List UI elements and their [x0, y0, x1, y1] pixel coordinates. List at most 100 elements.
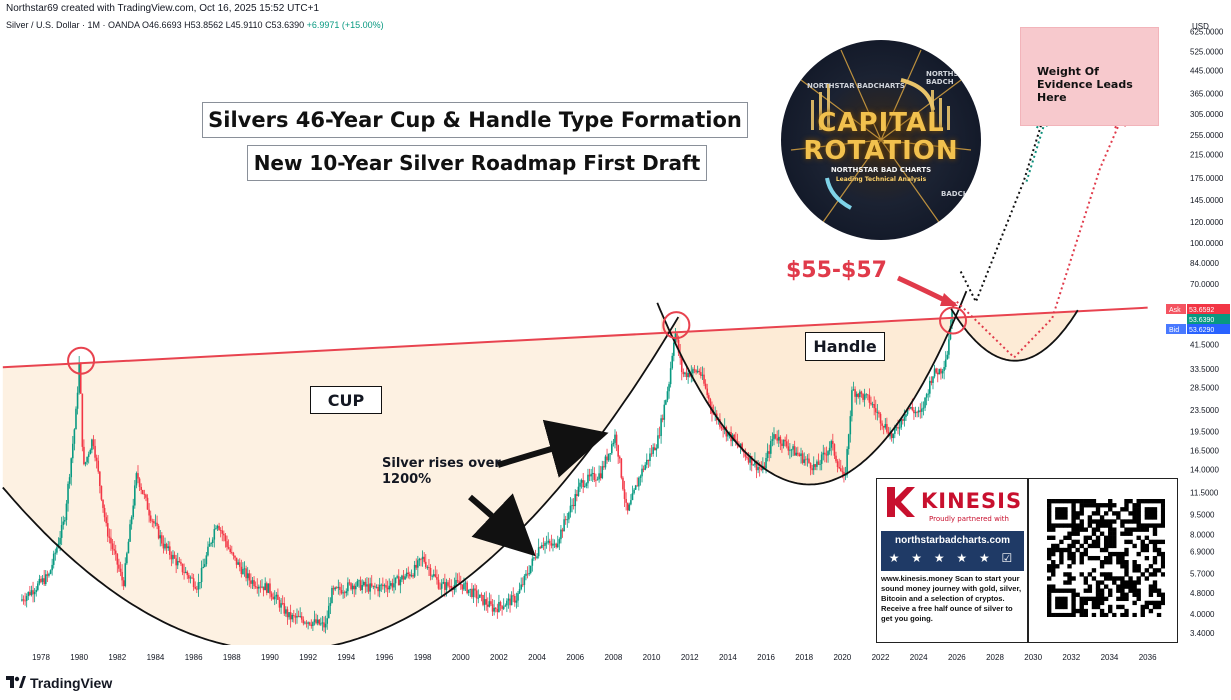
- candle: [240, 559, 243, 578]
- candle: [99, 470, 101, 494]
- candle: [475, 585, 478, 607]
- candle: [940, 367, 942, 380]
- candle: [882, 425, 885, 435]
- chart-subtitle-box: New 10-Year Silver Roadmap First Draft: [247, 145, 707, 181]
- candle: [413, 560, 416, 579]
- candle: [232, 551, 235, 560]
- svg-text:Ask: Ask: [1169, 307, 1181, 314]
- candle: [258, 584, 260, 597]
- candle: [498, 594, 500, 613]
- candle: [73, 428, 76, 451]
- candle: [545, 535, 548, 549]
- candle: [118, 558, 120, 572]
- x-tick-label: 2024: [910, 653, 928, 662]
- candle: [285, 606, 287, 617]
- candle: [91, 438, 93, 454]
- candle: [917, 406, 920, 418]
- candle: [81, 393, 84, 452]
- candle: [184, 566, 187, 574]
- candle: [366, 577, 368, 593]
- candle: [318, 619, 321, 626]
- candle: [401, 574, 403, 583]
- candle: [642, 465, 645, 473]
- projected-handle-curve: [950, 308, 1079, 362]
- candle: [461, 584, 464, 595]
- candle: [165, 542, 168, 555]
- candle: [809, 462, 812, 476]
- candle: [666, 386, 669, 403]
- candle: [571, 498, 573, 513]
- candle: [787, 439, 790, 456]
- candle: [162, 535, 165, 554]
- candle: [221, 525, 224, 542]
- candle: [471, 582, 473, 599]
- candle: [404, 573, 406, 580]
- candle: [265, 581, 268, 596]
- candle: [529, 565, 532, 575]
- candle: [192, 573, 195, 591]
- candle: [884, 418, 887, 430]
- candle: [582, 472, 584, 494]
- x-tick-label: 1980: [70, 653, 88, 662]
- candle: [337, 579, 340, 595]
- candle: [771, 432, 774, 447]
- candle: [615, 431, 618, 452]
- candle: [60, 516, 63, 546]
- candle: [652, 443, 654, 457]
- y-tick-label: 70.0000: [1190, 280, 1219, 289]
- candle: [154, 514, 157, 527]
- candle: [218, 522, 220, 531]
- candle: [598, 465, 600, 483]
- candle: [332, 585, 335, 595]
- candle: [51, 558, 53, 576]
- promo-text: www.kinesis.money Scan to start your sou…: [881, 574, 1022, 623]
- candle: [782, 439, 785, 449]
- candle: [129, 519, 131, 543]
- candle: [832, 433, 834, 451]
- candle: [386, 580, 389, 598]
- candle: [49, 569, 52, 575]
- created-by: Northstar69 created with TradingView.com…: [6, 3, 320, 14]
- candle: [175, 554, 177, 574]
- candle: [658, 426, 661, 439]
- candle: [21, 594, 23, 602]
- kinesis-promo[interactable]: KINESIS Proudly partnered with northstar…: [876, 478, 1178, 643]
- x-tick-label: 1978: [32, 653, 50, 662]
- symbol: Silver / U.S. Dollar · 1M · OANDA: [6, 20, 140, 30]
- candle: [350, 582, 352, 591]
- candle: [593, 467, 596, 483]
- y-tick-label: 9.5000: [1190, 510, 1215, 519]
- candle: [207, 541, 209, 557]
- qr-code[interactable]: [1047, 499, 1165, 617]
- candle: [801, 450, 804, 465]
- candle: [933, 364, 936, 379]
- candle: [630, 494, 632, 506]
- x-tick-label: 2014: [719, 653, 737, 662]
- candle: [219, 527, 222, 538]
- x-tick-label: 2006: [566, 653, 584, 662]
- candle: [250, 573, 252, 589]
- x-tick-label: 2028: [986, 653, 1004, 662]
- candle: [657, 428, 659, 449]
- candle: [943, 360, 945, 380]
- y-tick-label: 525.0000: [1190, 47, 1224, 56]
- candle: [625, 492, 627, 511]
- candle: [591, 466, 594, 483]
- candle: [512, 587, 515, 603]
- candle: [946, 350, 949, 360]
- candle: [798, 452, 801, 457]
- candle: [677, 335, 680, 357]
- candle: [537, 538, 540, 559]
- candle: [348, 579, 351, 586]
- candle: [785, 434, 788, 449]
- candle: [599, 465, 602, 481]
- y-tick-label: 625.0000: [1190, 27, 1224, 36]
- candle: [835, 451, 837, 464]
- candle: [839, 459, 842, 472]
- tradingview-logo[interactable]: TradingView: [6, 675, 112, 691]
- candle: [641, 464, 643, 483]
- northstar-banner[interactable]: northstarbadcharts.com ★ ★ ★ ★ ★ ☑: [881, 531, 1024, 571]
- candle: [703, 367, 705, 387]
- candle: [75, 406, 77, 430]
- candle: [316, 614, 319, 626]
